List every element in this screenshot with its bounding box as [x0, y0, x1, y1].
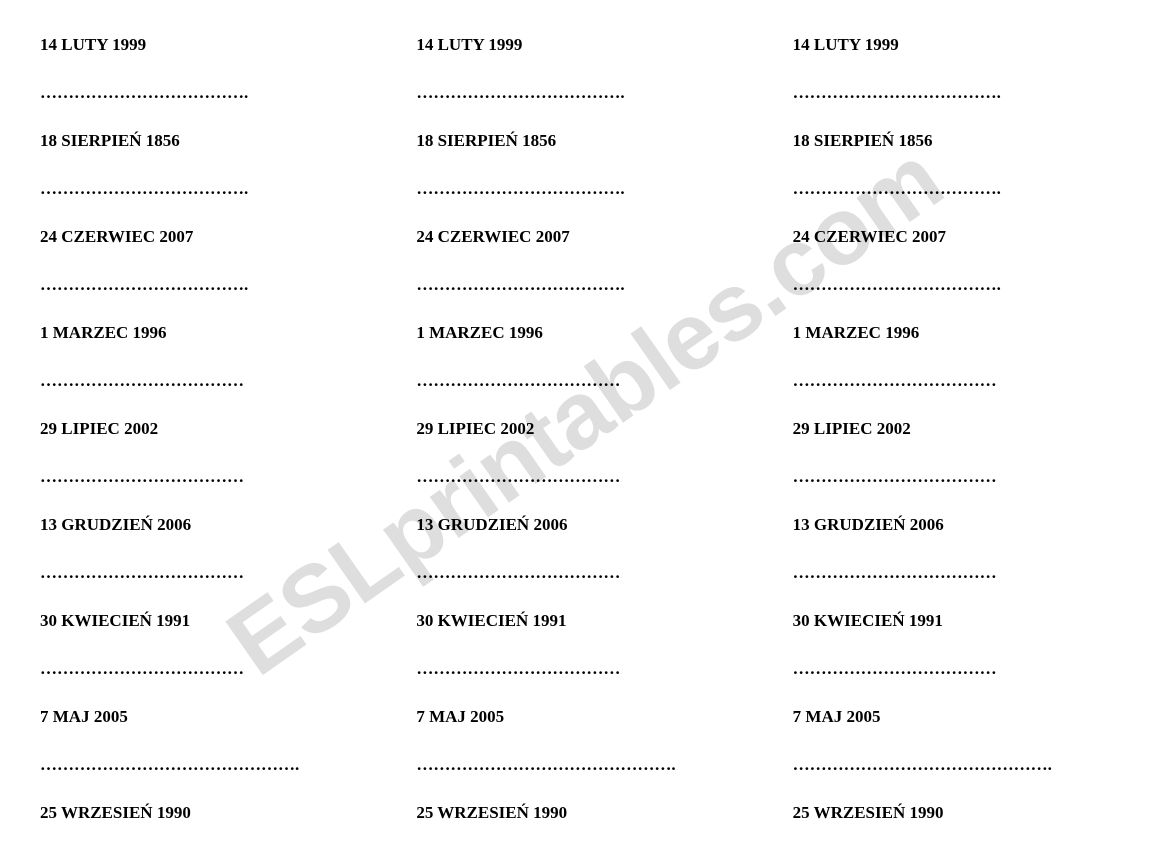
blank-entry: ……………………………… [40, 467, 376, 487]
blank-entry: ………………………………………. [416, 755, 752, 775]
date-entry: 25 WRZESIEŃ 1990 [416, 803, 752, 823]
blank-entry: ………………………………. [793, 275, 1129, 295]
blank-entry: ………………………………………. [793, 755, 1129, 775]
worksheet-content: 14 LUTY 1999 ………………………………. 18 SIERPIEŃ 1… [0, 0, 1169, 851]
blank-entry: ……………………………… [793, 659, 1129, 679]
blank-entry: ……………………………… [416, 371, 752, 391]
date-entry: 1 MARZEC 1996 [40, 323, 376, 343]
date-entry: 13 GRUDZIEŃ 2006 [40, 515, 376, 535]
blank-entry: ………………………………. [40, 179, 376, 199]
blank-entry: ………………………………. [416, 275, 752, 295]
date-entry: 30 KWIECIEŃ 1991 [793, 611, 1129, 631]
date-entry: 13 GRUDZIEŃ 2006 [793, 515, 1129, 535]
date-entry: 7 MAJ 2005 [40, 707, 376, 727]
blank-entry: ………………………………. [416, 83, 752, 103]
date-entry: 30 KWIECIEŃ 1991 [40, 611, 376, 631]
blank-entry: ……………………………… [40, 659, 376, 679]
column-2: 14 LUTY 1999 ………………………………. 18 SIERPIEŃ 1… [396, 35, 772, 851]
blank-entry: ………………………………. [416, 179, 752, 199]
date-entry: 30 KWIECIEŃ 1991 [416, 611, 752, 631]
blank-entry: ……………………………… [416, 563, 752, 583]
date-entry: 13 GRUDZIEŃ 2006 [416, 515, 752, 535]
blank-entry: ……………………………… [40, 563, 376, 583]
date-entry: 25 WRZESIEŃ 1990 [793, 803, 1129, 823]
date-entry: 1 MARZEC 1996 [793, 323, 1129, 343]
date-entry: 14 LUTY 1999 [416, 35, 752, 55]
blank-entry: ……………………………… [416, 659, 752, 679]
blank-entry: ……………………………… [416, 467, 752, 487]
blank-entry: ………………………………. [793, 83, 1129, 103]
blank-entry: ………………………………. [793, 179, 1129, 199]
date-entry: 18 SIERPIEŃ 1856 [416, 131, 752, 151]
date-entry: 24 CZERWIEC 2007 [416, 227, 752, 247]
date-entry: 24 CZERWIEC 2007 [793, 227, 1129, 247]
date-entry: 18 SIERPIEŃ 1856 [793, 131, 1129, 151]
date-entry: 25 WRZESIEŃ 1990 [40, 803, 376, 823]
date-entry: 24 CZERWIEC 2007 [40, 227, 376, 247]
date-entry: 14 LUTY 1999 [793, 35, 1129, 55]
blank-entry: ……………………………… [793, 371, 1129, 391]
blank-entry: ………………………………. [40, 275, 376, 295]
date-entry: 29 LIPIEC 2002 [40, 419, 376, 439]
date-entry: 14 LUTY 1999 [40, 35, 376, 55]
date-entry: 29 LIPIEC 2002 [416, 419, 752, 439]
column-1: 14 LUTY 1999 ………………………………. 18 SIERPIEŃ 1… [40, 35, 396, 851]
date-entry: 1 MARZEC 1996 [416, 323, 752, 343]
blank-entry: ……………………………… [793, 563, 1129, 583]
date-entry: 18 SIERPIEŃ 1856 [40, 131, 376, 151]
blank-entry: ………………………………. [40, 83, 376, 103]
column-3: 14 LUTY 1999 ………………………………. 18 SIERPIEŃ 1… [773, 35, 1129, 851]
blank-entry: ………………………………………. [40, 755, 376, 775]
date-entry: 7 MAJ 2005 [416, 707, 752, 727]
blank-entry: ……………………………… [40, 371, 376, 391]
date-entry: 29 LIPIEC 2002 [793, 419, 1129, 439]
blank-entry: ……………………………… [793, 467, 1129, 487]
date-entry: 7 MAJ 2005 [793, 707, 1129, 727]
